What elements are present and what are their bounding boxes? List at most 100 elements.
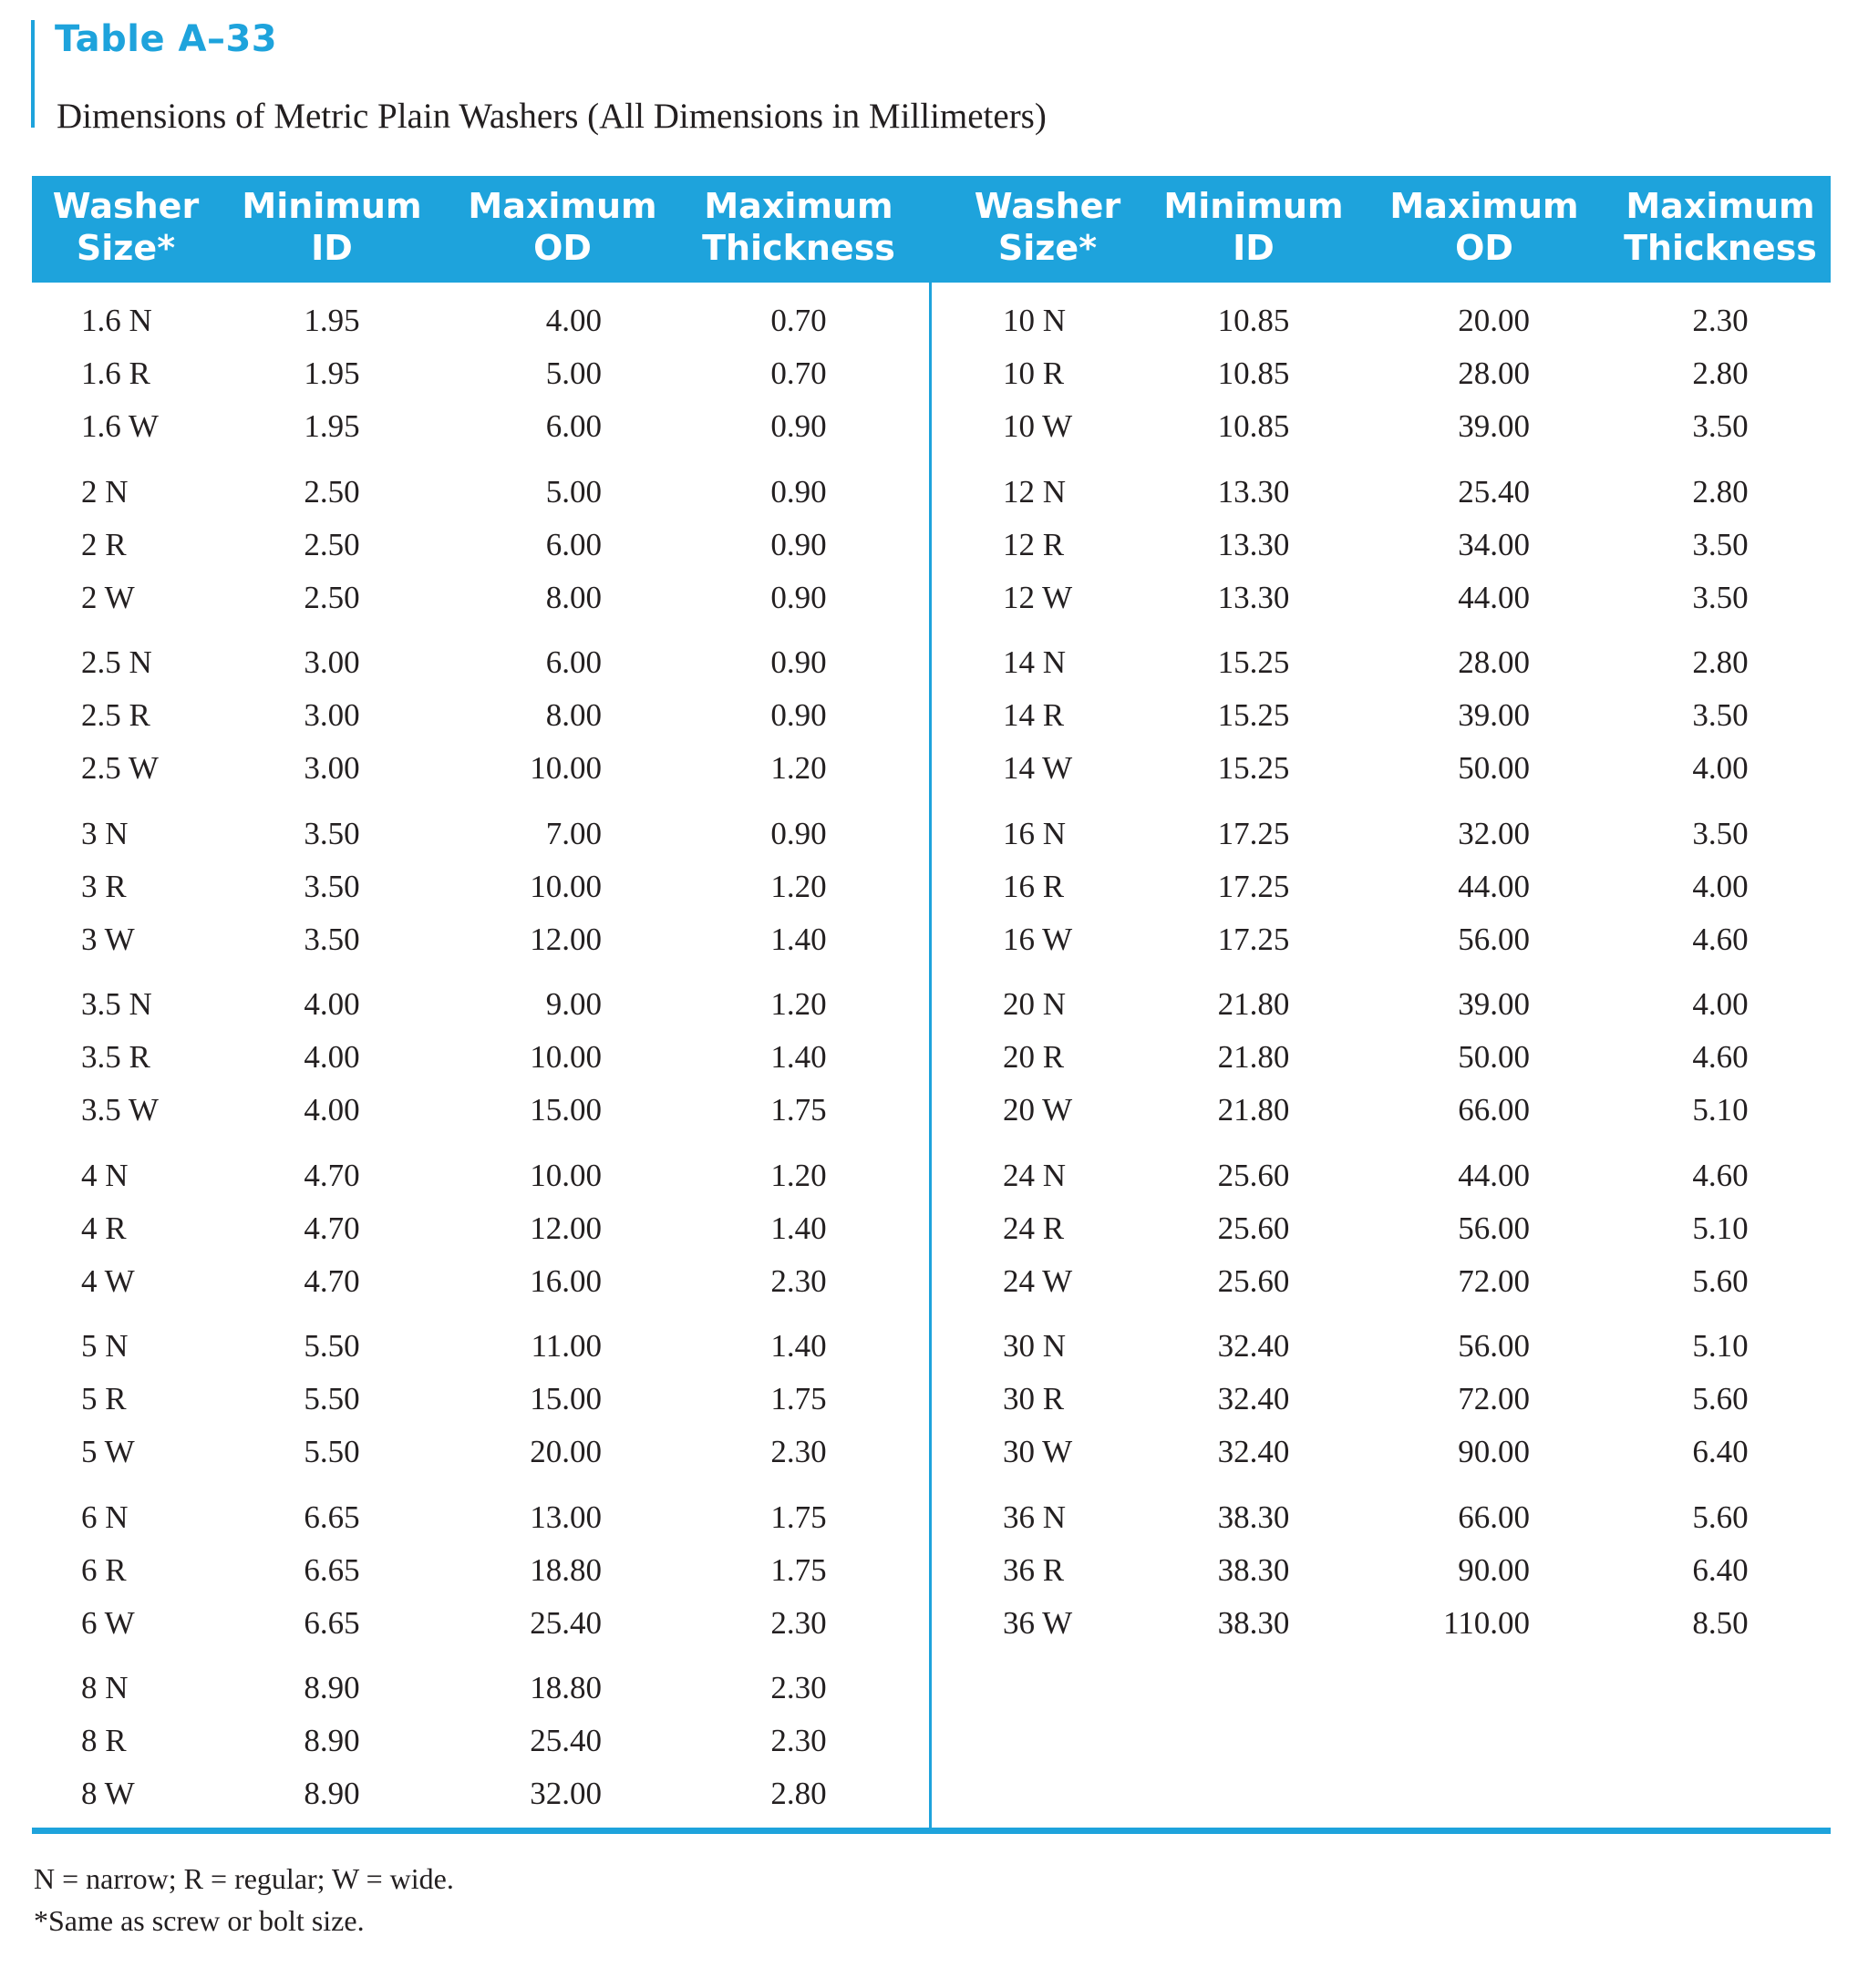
cell-minimum-id: 10.85 [1217, 355, 1290, 391]
cell-maximum-od: 18.80 [530, 1551, 602, 1588]
cell-minimum-id: 1.95 [304, 355, 360, 391]
header-maximum-thickness: Maximum Thickness [702, 186, 895, 268]
cell-maximum-od: 39.00 [1458, 408, 1530, 444]
header-maximum-thickness: Maximum Thickness [1624, 186, 1817, 268]
cell-maximum-od: 11.00 [531, 1328, 602, 1364]
cell-maximum-thickness: 3.50 [1692, 697, 1749, 733]
cell-minimum-id: 32.40 [1217, 1434, 1290, 1469]
cell-washer-size: 6 W [81, 1604, 135, 1641]
cell-maximum-od: 25.40 [530, 1723, 602, 1758]
cell-maximum-thickness: 0.90 [770, 644, 827, 680]
cell-minimum-id: 8.90 [304, 1670, 360, 1705]
cell-maximum-od: 15.00 [530, 1092, 602, 1128]
cell-washer-size: 24 W [1003, 1262, 1073, 1299]
cell-maximum-thickness: 4.60 [1692, 1039, 1749, 1075]
cell-minimum-id: 2.50 [304, 526, 360, 562]
cell-maximum-thickness: 6.40 [1692, 1434, 1749, 1469]
cell-washer-size: 2.5 R [81, 697, 150, 733]
cell-maximum-od: 56.00 [1458, 1210, 1530, 1246]
cell-washer-size: 6 N [81, 1499, 129, 1535]
table-caption: Dimensions of Metric Plain Washers (All … [57, 97, 1047, 136]
cell-maximum-od: 20.00 [530, 1434, 602, 1469]
cell-maximum-od: 39.00 [1458, 697, 1530, 733]
cell-maximum-thickness: 3.50 [1692, 526, 1749, 562]
cell-maximum-od: 10.00 [530, 750, 602, 786]
cell-washer-size: 3 W [81, 921, 135, 957]
cell-maximum-thickness: 1.20 [770, 986, 827, 1022]
cell-washer-size: 3.5 N [81, 986, 152, 1022]
cell-minimum-id: 3.50 [304, 921, 360, 957]
cell-minimum-id: 5.50 [304, 1328, 360, 1364]
cell-washer-size: 2 W [81, 579, 135, 615]
cell-maximum-thickness: 5.10 [1692, 1092, 1749, 1128]
cell-minimum-id: 32.40 [1217, 1381, 1290, 1416]
cell-washer-size: 2.5 N [81, 644, 152, 680]
cell-washer-size: 1.6 W [81, 408, 159, 444]
cell-minimum-id: 21.80 [1217, 1039, 1290, 1075]
cell-maximum-thickness: 2.30 [770, 1670, 827, 1705]
cell-maximum-thickness: 3.50 [1692, 579, 1749, 615]
cell-minimum-id: 4.70 [304, 1157, 360, 1193]
cell-washer-size: 36 N [1003, 1499, 1067, 1535]
cell-maximum-thickness: 5.60 [1692, 1499, 1749, 1535]
cell-maximum-thickness: 0.70 [770, 303, 827, 338]
cell-washer-size: 4 W [81, 1262, 135, 1299]
header-maximum-od: Maximum OD [1389, 186, 1579, 268]
cell-maximum-od: 25.40 [1458, 473, 1530, 510]
cell-minimum-id: 25.60 [1217, 1210, 1290, 1246]
table-header: Washer Size* Minimum ID Maximum OD Maximum Thic… [32, 176, 1831, 283]
cell-washer-size: 36 W [1003, 1604, 1073, 1641]
cell-washer-size: 30 R [1003, 1381, 1065, 1416]
cell-maximum-thickness: 1.75 [770, 1092, 827, 1128]
cell-minimum-id: 13.30 [1217, 526, 1290, 562]
cell-minimum-id: 3.00 [304, 697, 360, 733]
cell-minimum-id: 38.30 [1217, 1499, 1290, 1535]
cell-minimum-id: 10.85 [1217, 303, 1290, 338]
cell-maximum-thickness: 0.90 [770, 697, 827, 733]
cell-maximum-thickness: 3.50 [1692, 408, 1749, 444]
cell-maximum-thickness: 0.90 [770, 408, 827, 444]
cell-washer-size: 16 N [1003, 815, 1067, 851]
cell-maximum-thickness: 4.00 [1692, 750, 1749, 786]
cell-maximum-od: 4.00 [545, 303, 602, 338]
cell-maximum-od: 50.00 [1458, 750, 1530, 786]
cell-washer-size: 3.5 R [81, 1039, 150, 1075]
cell-maximum-od: 8.00 [545, 697, 602, 733]
cell-maximum-thickness: 2.80 [770, 1776, 827, 1811]
cell-maximum-od: 12.00 [530, 1210, 602, 1246]
cell-minimum-id: 4.00 [304, 1092, 360, 1128]
cell-minimum-id: 25.60 [1217, 1157, 1290, 1193]
cell-maximum-thickness: 5.10 [1692, 1210, 1749, 1246]
cell-washer-size: 2.5 W [81, 750, 159, 786]
cell-maximum-thickness: 2.30 [770, 1434, 827, 1469]
cell-maximum-thickness: 1.40 [770, 921, 827, 957]
table-label: Table A–33 [55, 18, 278, 60]
bottom-rule [32, 1828, 1831, 1834]
cell-minimum-id: 21.80 [1217, 986, 1290, 1022]
cell-minimum-id: 25.60 [1217, 1262, 1290, 1299]
cell-maximum-od: 18.80 [530, 1670, 602, 1705]
cell-minimum-id: 4.70 [304, 1262, 360, 1299]
cell-minimum-id: 8.90 [304, 1776, 360, 1811]
cell-maximum-thickness: 1.40 [770, 1039, 827, 1075]
cell-washer-size: 4 N [81, 1157, 129, 1193]
cell-washer-size: 8 R [81, 1723, 127, 1758]
cell-washer-size: 5 N [81, 1328, 129, 1364]
cell-maximum-thickness: 8.50 [1692, 1604, 1749, 1641]
cell-washer-size: 2 N [81, 473, 129, 510]
cell-maximum-thickness: 0.90 [770, 526, 827, 562]
cell-washer-size: 24 N [1003, 1157, 1067, 1193]
cell-maximum-od: 7.00 [545, 815, 602, 851]
cell-minimum-id: 2.50 [304, 579, 360, 615]
cell-maximum-od: 10.00 [530, 1157, 602, 1193]
cell-maximum-od: 12.00 [530, 921, 602, 957]
cell-maximum-od: 10.00 [530, 868, 602, 904]
cell-washer-size: 2 R [81, 526, 127, 562]
cell-maximum-od: 9.00 [545, 986, 602, 1022]
cell-minimum-id: 3.00 [304, 644, 360, 680]
cell-washer-size: 10 W [1003, 408, 1073, 444]
cell-maximum-od: 20.00 [1458, 303, 1530, 338]
cell-maximum-od: 8.00 [545, 579, 602, 615]
cell-maximum-od: 25.40 [530, 1604, 602, 1641]
cell-maximum-od: 15.00 [530, 1381, 602, 1416]
